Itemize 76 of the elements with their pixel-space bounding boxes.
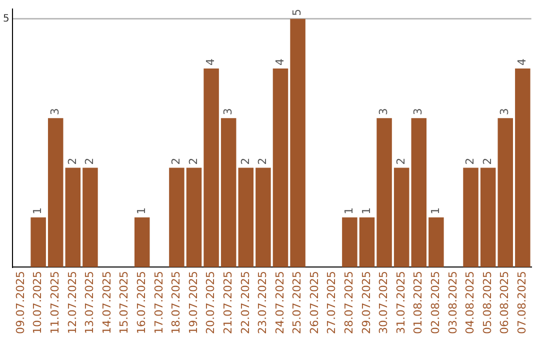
data-label: 4 [516, 58, 529, 66]
data-label: 3 [221, 108, 234, 116]
data-label: 2 [83, 158, 96, 165]
bar [342, 217, 358, 268]
x-tick-label: 25.07.2025 [290, 271, 304, 334]
bar [411, 118, 427, 268]
bar [82, 168, 98, 268]
bar [463, 168, 478, 268]
data-label: 2 [394, 158, 408, 165]
bar [186, 168, 202, 268]
bar [238, 168, 254, 268]
data-label: 2 [238, 158, 252, 165]
x-tick-label: 12.07.2025 [66, 271, 79, 334]
bar [480, 168, 496, 268]
bar [204, 68, 219, 268]
bar [290, 18, 306, 268]
data-label: 1 [360, 207, 373, 214]
x-tick-label: 31.07.2025 [394, 271, 408, 334]
data-label: 1 [31, 207, 44, 214]
x-tick-label: 03.08.2025 [446, 271, 460, 334]
bar [30, 217, 46, 268]
data-label: 2 [464, 158, 477, 165]
bar [498, 118, 513, 268]
x-tick-label: 27.07.2025 [325, 271, 338, 334]
x-tick-label: 06.08.2025 [498, 271, 512, 334]
data-label: 2 [170, 158, 183, 165]
x-tick-label: 01.08.2025 [412, 271, 425, 334]
data-label: 3 [48, 108, 62, 116]
x-tick-label: 16.07.2025 [134, 271, 148, 334]
bar [134, 217, 150, 268]
x-tick-label: 15.07.2025 [118, 271, 131, 334]
bar [428, 217, 444, 268]
data-label: 1 [429, 207, 442, 214]
bar [376, 118, 392, 268]
x-tick-label: 04.08.2025 [464, 271, 477, 334]
x-tick-label: 29.07.2025 [360, 271, 373, 334]
bar [169, 168, 184, 268]
x-tick-label: 19.07.2025 [186, 271, 200, 334]
data-label: 1 [342, 207, 356, 214]
bar [272, 68, 288, 268]
data-label: 2 [66, 158, 79, 165]
bar [256, 168, 271, 268]
data-label: 2 [256, 158, 270, 165]
x-tick-label: 20.07.2025 [204, 271, 218, 334]
x-tick-label: 28.07.2025 [342, 271, 356, 334]
data-label: 3 [412, 108, 425, 116]
x-tick-label: 17.07.2025 [152, 271, 166, 334]
x-tick-label: 11.07.2025 [48, 271, 62, 334]
data-label: 5 [290, 8, 304, 16]
x-tick-label: 02.08.2025 [429, 271, 442, 334]
bar [65, 168, 81, 268]
x-tick-label: 22.07.2025 [238, 271, 252, 334]
x-tick-label: 24.07.2025 [273, 271, 286, 334]
x-tick-label: 05.08.2025 [480, 271, 494, 334]
x-tick-label: 18.07.2025 [170, 271, 183, 334]
x-tick-label: 23.07.2025 [256, 271, 270, 334]
x-tick-label: 26.07.2025 [308, 271, 321, 334]
data-label: 2 [480, 158, 494, 165]
data-label: 2 [186, 158, 200, 165]
x-tick-label: 30.07.2025 [377, 271, 390, 334]
bar [359, 217, 375, 268]
bar [220, 118, 236, 268]
bar [515, 68, 530, 268]
x-tick-label: 07.08.2025 [516, 271, 529, 334]
data-label: 4 [273, 58, 286, 66]
x-tick-label: 09.07.2025 [14, 271, 27, 334]
data-label: 4 [204, 58, 218, 66]
data-label: 1 [134, 207, 148, 214]
data-label: 3 [498, 108, 512, 116]
data-label: 3 [377, 108, 390, 116]
x-tick-label: 21.07.2025 [221, 271, 234, 334]
x-tick-label: 10.07.2025 [31, 271, 44, 334]
x-tick-label: 13.07.2025 [83, 271, 96, 334]
bar [48, 118, 64, 268]
x-tick-label: 14.07.2025 [100, 271, 114, 334]
bar [394, 168, 410, 268]
